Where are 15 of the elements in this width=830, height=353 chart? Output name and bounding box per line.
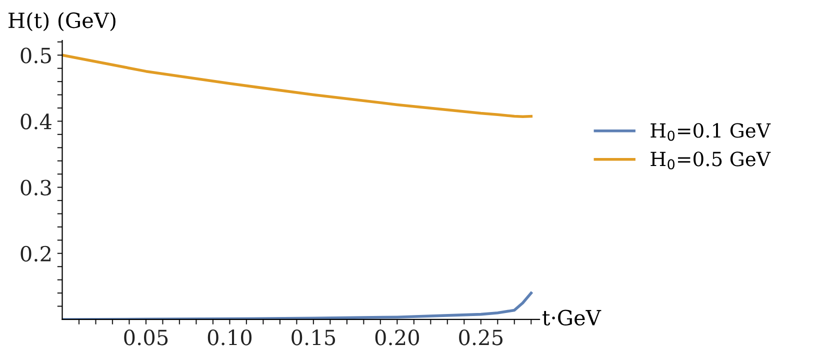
y-tick-label: 0.3 [20, 180, 51, 196]
x-tick-label: 0.25 [459, 330, 502, 346]
y-tick-label: 0.5 [20, 48, 51, 64]
y-tick-label: 0.2 [20, 246, 50, 262]
line-series [62, 54, 533, 118]
legend-label: H$_{0}$=0.5 GeV [650, 152, 771, 170]
x-tick-label: 0.15 [292, 330, 336, 346]
x-tick-label: 0.10 [208, 330, 252, 346]
y-axis-title: H(t) (GeV) [8, 12, 116, 32]
x-axis-title: t·GeV [542, 310, 602, 326]
y-tick-label: 0.4 [20, 114, 52, 130]
x-tick-label: 0.20 [375, 330, 419, 346]
x-tick-label: 0.05 [124, 330, 168, 346]
legend-label: H$_{0}$=0.1 GeV [650, 123, 771, 141]
line-series [62, 292, 533, 320]
